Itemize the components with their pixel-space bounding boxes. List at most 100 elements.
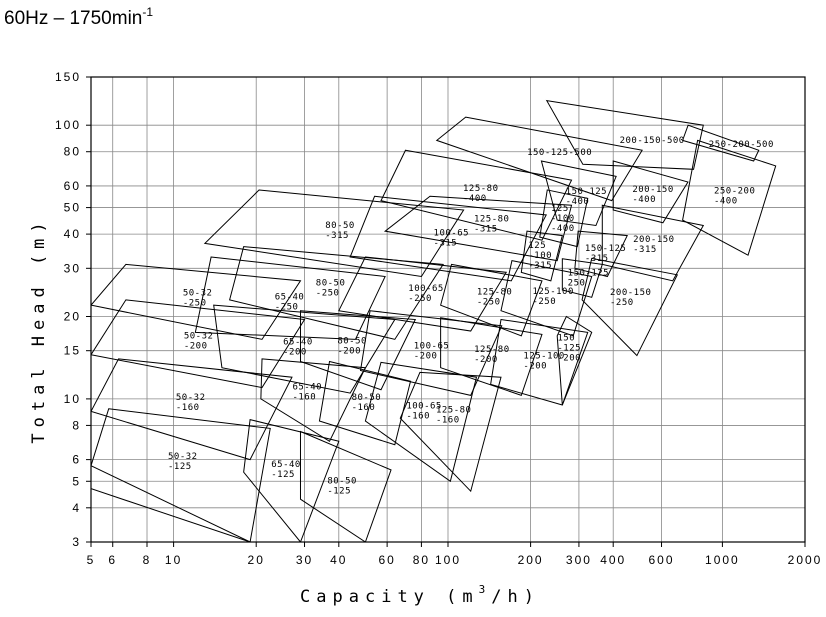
coverage-tile (91, 408, 271, 542)
x-label-part: /h) (491, 587, 540, 607)
tile-label: -200 (523, 361, 547, 371)
tile-label: -250 (183, 298, 207, 308)
coverage-tile (440, 263, 543, 337)
tile-label: 80-50 (316, 279, 346, 289)
tile-label: 250-200-500 (709, 140, 774, 150)
coverage-tile (520, 230, 563, 282)
y-tick-label: 20 (64, 310, 81, 324)
tile-label: 50-32 (168, 452, 198, 462)
tile-label: 65-40 (292, 383, 322, 393)
tile-label: 125-80 (477, 288, 513, 298)
tile-label: 80-50 (337, 336, 367, 346)
tile-label: 150-125 (566, 187, 607, 197)
coverage-tile (681, 124, 760, 162)
coverage-tile (260, 358, 367, 443)
coverage-tile (203, 189, 465, 278)
tile-label: 125-80 (436, 406, 472, 416)
tile-label: -125 (168, 462, 192, 472)
tile-label: 50-32 (183, 288, 213, 298)
tile-label: -200 (283, 347, 307, 357)
title-text: 60Hz – 1750min (4, 8, 142, 29)
x-tick-label: 80 (413, 553, 430, 567)
x-label-sup: 3 (479, 583, 492, 596)
coverage-tile (91, 488, 251, 542)
coverage-tile (91, 299, 306, 389)
tile-label: -400 (714, 196, 738, 206)
tile-label: 65-40 (283, 337, 313, 347)
coverage-tile (364, 361, 478, 483)
y-axis-label: Total Head (m) (29, 216, 49, 443)
tile-label: 125-80 (463, 184, 499, 194)
tile-label: -125 (327, 487, 351, 497)
coverage-tile (349, 195, 548, 282)
tile-label: -400 (566, 197, 590, 207)
tile-label: 150-125 (585, 244, 626, 254)
y-tick-label: 30 (64, 261, 81, 275)
coverage-tile (383, 195, 573, 262)
coverage-tile (500, 260, 593, 337)
tile-label: -250 (610, 298, 634, 308)
tile-label: -200 (474, 355, 498, 365)
tile-label: -250 (316, 289, 340, 299)
tile-label: 125-80 (474, 214, 510, 224)
y-tick-label: 6 (72, 453, 81, 467)
tile-label: 200-150 (632, 185, 673, 195)
tile-label: -315 (325, 231, 349, 241)
x-tick-label: 300 (566, 553, 592, 567)
tile-label: -250 (477, 298, 501, 308)
tile-label: -125 (271, 470, 295, 480)
tile-label: 150 (557, 333, 575, 343)
y-tick-label: 150 (55, 70, 81, 84)
y-tick-label: 60 (64, 179, 81, 193)
tile-label: 100-65 (406, 401, 442, 411)
tile-label: 80-50 (327, 477, 357, 487)
tile-label: -200 (557, 353, 581, 363)
coverage-tile (194, 256, 386, 340)
x-tick-label: 200 (518, 553, 544, 567)
coverage-tile (574, 230, 629, 278)
tile-label: 200-150 (633, 235, 674, 245)
tile-label: 125 (528, 241, 546, 251)
coverage-tile (545, 99, 704, 170)
tile-label: 65-40 (275, 292, 305, 302)
coverage-tile (318, 360, 412, 446)
coverage-tile (243, 418, 340, 542)
tile-label: -160 (406, 411, 430, 421)
coverage-tile (682, 139, 777, 256)
tile-label: -250 (532, 297, 556, 307)
title-sup: -1 (142, 5, 153, 19)
tile-label: -250 (408, 294, 432, 304)
coverage-tile (399, 371, 502, 493)
tile-label: -400 (551, 224, 575, 234)
tile-label: 250 (568, 279, 586, 289)
tile-label: 125-100 (532, 287, 573, 297)
tile-label: -160 (292, 393, 316, 403)
y-tick-label: 50 (64, 201, 81, 215)
coverage-tile (380, 149, 573, 241)
x-tick-label: 40 (330, 553, 347, 567)
x-tick-label: 600 (649, 553, 675, 567)
tile-label: -400 (632, 195, 656, 205)
y-tick-label: 3 (72, 535, 81, 549)
plot-frame (90, 76, 806, 543)
tile-label: -315 (633, 245, 657, 255)
coverage-tile (612, 160, 689, 224)
coverage-tile (601, 204, 705, 282)
tile-label: 65-40 (271, 460, 301, 470)
x-axis-label: Capacity (m3/h) (300, 583, 540, 607)
coverage-tile (299, 430, 392, 542)
coverage-tile (213, 304, 396, 394)
x-tick-label: 1000 (705, 553, 740, 567)
coverage-tile (91, 358, 293, 461)
tile-label: -250 (275, 302, 299, 312)
coverage-tile (540, 160, 617, 227)
tile-label: 125-100 (523, 351, 564, 361)
coverage-tile (91, 263, 302, 340)
tile-label: -100 (551, 214, 575, 224)
y-tick-label: 15 (64, 344, 81, 358)
tile-label: 80-50 (325, 221, 355, 231)
x-label-part: Capacity (m (300, 587, 479, 607)
y-tick-label: 8 (72, 418, 81, 432)
coverage-tile (556, 315, 593, 406)
